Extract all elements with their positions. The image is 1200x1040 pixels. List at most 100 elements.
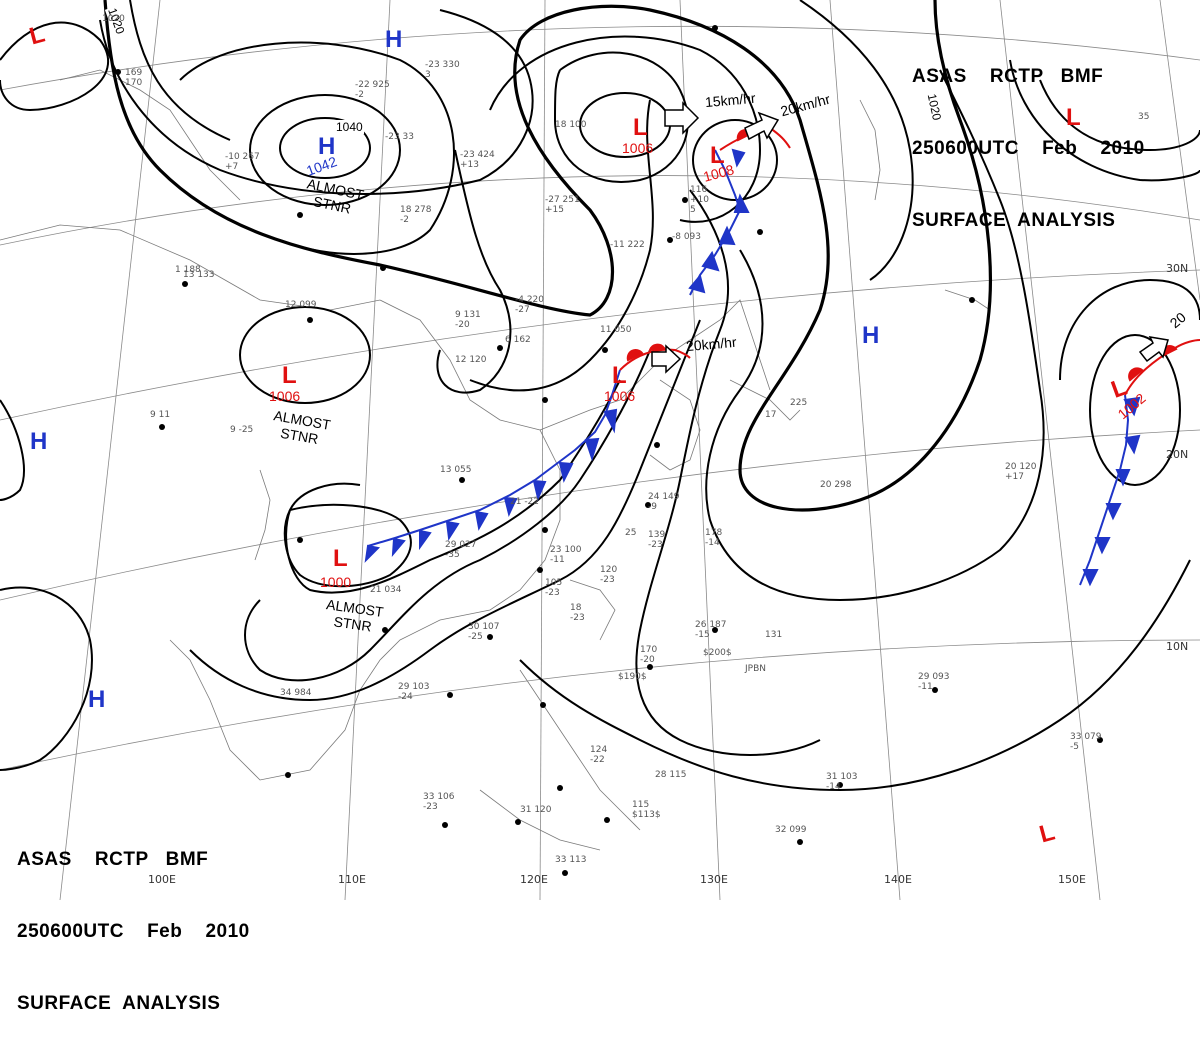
header-line-2: 250600UTC Feb 2010 [912, 138, 1145, 159]
station-observation: 9 131 -20 [455, 310, 481, 330]
header-line-3: SURFACE ANALYSIS [912, 210, 1116, 231]
station-observation: 35 [1138, 112, 1150, 122]
station-observation: 33 079 -5 [1070, 732, 1102, 752]
station-observation: -11 222 [610, 240, 645, 250]
header-line-1: ASAS RCTP BMF [912, 66, 1104, 87]
station-observation: 21 034 [370, 585, 402, 595]
high-pressure-symbol: H [318, 133, 336, 160]
station-markers [115, 25, 1103, 876]
lon-label-110e: 110E [338, 873, 366, 886]
motion-arrow-4 [1138, 336, 1169, 363]
station-observation: -23 424 +13 [460, 150, 495, 170]
station-observation: 12 099 [285, 300, 317, 310]
low-pressure-symbol: L [612, 362, 627, 389]
station-observation: JPBN [745, 664, 766, 674]
header-line-1: ASAS RCTP BMF [17, 849, 209, 870]
station-observation: 20 120 +17 [1005, 462, 1037, 482]
low-pressure-symbol: L [333, 545, 348, 572]
station-observation: 115 $113$ [632, 800, 661, 820]
pressure-value: 1000 [320, 574, 352, 590]
motion-arrow-2 [744, 111, 780, 141]
weather-map [0, 0, 1200, 900]
station-observation: 12 120 [455, 355, 487, 365]
station-observation: 131 [765, 630, 783, 640]
station-observation: 34 984 [280, 688, 312, 698]
station-observation: 21 -22 [510, 497, 540, 507]
station-observation: 105 -23 [545, 578, 563, 598]
station-observation: 24 149 -9 [648, 492, 680, 512]
station-observation: 29 093 -11 [918, 672, 950, 692]
lon-label-120e: 120E [520, 873, 548, 886]
lon-label-130e: 130E [700, 873, 728, 886]
station-observation: 31 103 -14 [826, 772, 858, 792]
station-observation: 13 133 [183, 270, 215, 280]
header-line-3: SURFACE ANALYSIS [17, 993, 221, 1014]
station-observation: 139 -23 [648, 530, 666, 550]
lon-label-150e: 150E [1058, 873, 1086, 886]
motion-arrows [651, 101, 1169, 374]
high-pressure-symbol: H [88, 686, 106, 713]
cold-fronts [364, 148, 1141, 587]
station-observation: 13 055 [440, 465, 472, 475]
station-observation: 9 11 [150, 410, 171, 420]
lat-label-10n: 10N [1166, 640, 1189, 653]
station-observation: 11 050 [600, 325, 632, 335]
lon-label-140e: 140E [884, 873, 912, 886]
chart-header-bottom: ASAS RCTP BMF 250600UTC Feb 2010 SURFACE… [17, 800, 250, 1040]
low-pressure-symbol: L [633, 114, 648, 141]
station-observation: 33 113 [555, 855, 587, 865]
pressure-value: 1006 [604, 388, 636, 404]
station-observation: 169 170 [125, 68, 143, 88]
station-observation: $200$ [703, 648, 732, 658]
pressure-value: 1006 [269, 388, 301, 404]
isobars [0, 0, 1200, 792]
high-pressure-symbol: H [385, 26, 403, 53]
station-observation: 25 [625, 528, 637, 538]
station-observation: 33 106 -23 [423, 792, 455, 812]
station-observation: 1020 [102, 14, 125, 24]
station-observation: 178 -14 [705, 528, 723, 548]
motion-arrow-3 [651, 344, 682, 374]
header-line-2: 250600UTC Feb 2010 [17, 921, 250, 942]
station-observation: 1 188 [175, 265, 201, 275]
station-observation: 29 103 -24 [398, 682, 430, 702]
station-observation: -10 267 +7 [225, 152, 260, 172]
lat-label-30n: 30N [1166, 262, 1189, 275]
station-observation: 31 120 [520, 805, 552, 815]
station-observation: 29 027 -35 [445, 540, 477, 560]
station-observation: -27 251 +15 [545, 195, 580, 215]
station-observation: 23 100 -11 [550, 545, 582, 565]
station-observation: 120 -23 [600, 565, 618, 585]
chart-header-top: ASAS RCTP BMF 250600UTC Feb 2010 SURFACE… [912, 17, 1145, 257]
low-pressure-symbol: L [1066, 104, 1081, 131]
station-observation: -22 925 -2 [355, 80, 390, 100]
pressure-value: 1006 [622, 140, 654, 156]
graticule [0, 0, 1200, 900]
station-observation: $190$ [618, 672, 647, 682]
high-pressure-symbol: H [30, 428, 48, 455]
station-observation: 20 298 [820, 480, 852, 490]
station-observation: 18 278 -2 [400, 205, 432, 225]
station-observation: -8 093 [672, 232, 702, 242]
station-observation: 6 162 [505, 335, 531, 345]
lat-label-20n: 20N [1166, 448, 1189, 461]
station-observation: -23 330 3 [425, 60, 460, 80]
station-observation: 170 -20 [640, 645, 658, 665]
low-pressure-symbol: L [282, 362, 297, 389]
low-pressure-symbol: L [710, 142, 725, 169]
isobar-label: 1040 [335, 120, 364, 134]
station-observation: 30 107 -25 [468, 622, 500, 642]
station-observation: 124 -22 [590, 745, 608, 765]
station-observation: 32 099 [775, 825, 807, 835]
station-observation: -4 220 -27 [515, 295, 545, 315]
station-observation: 116 +10 5 [690, 185, 709, 215]
station-observation: 9 -25 [230, 425, 254, 435]
station-observation: 17 [765, 410, 777, 420]
station-observation: 28 115 [655, 770, 687, 780]
station-observation: 26 187 -15 [695, 620, 727, 640]
lon-label-100e: 100E [148, 873, 176, 886]
station-observation: 18 -23 [570, 603, 585, 623]
high-pressure-symbol: H [862, 322, 880, 349]
station-observation: -23 33 [385, 132, 415, 142]
motion-arrow-1 [664, 101, 700, 135]
